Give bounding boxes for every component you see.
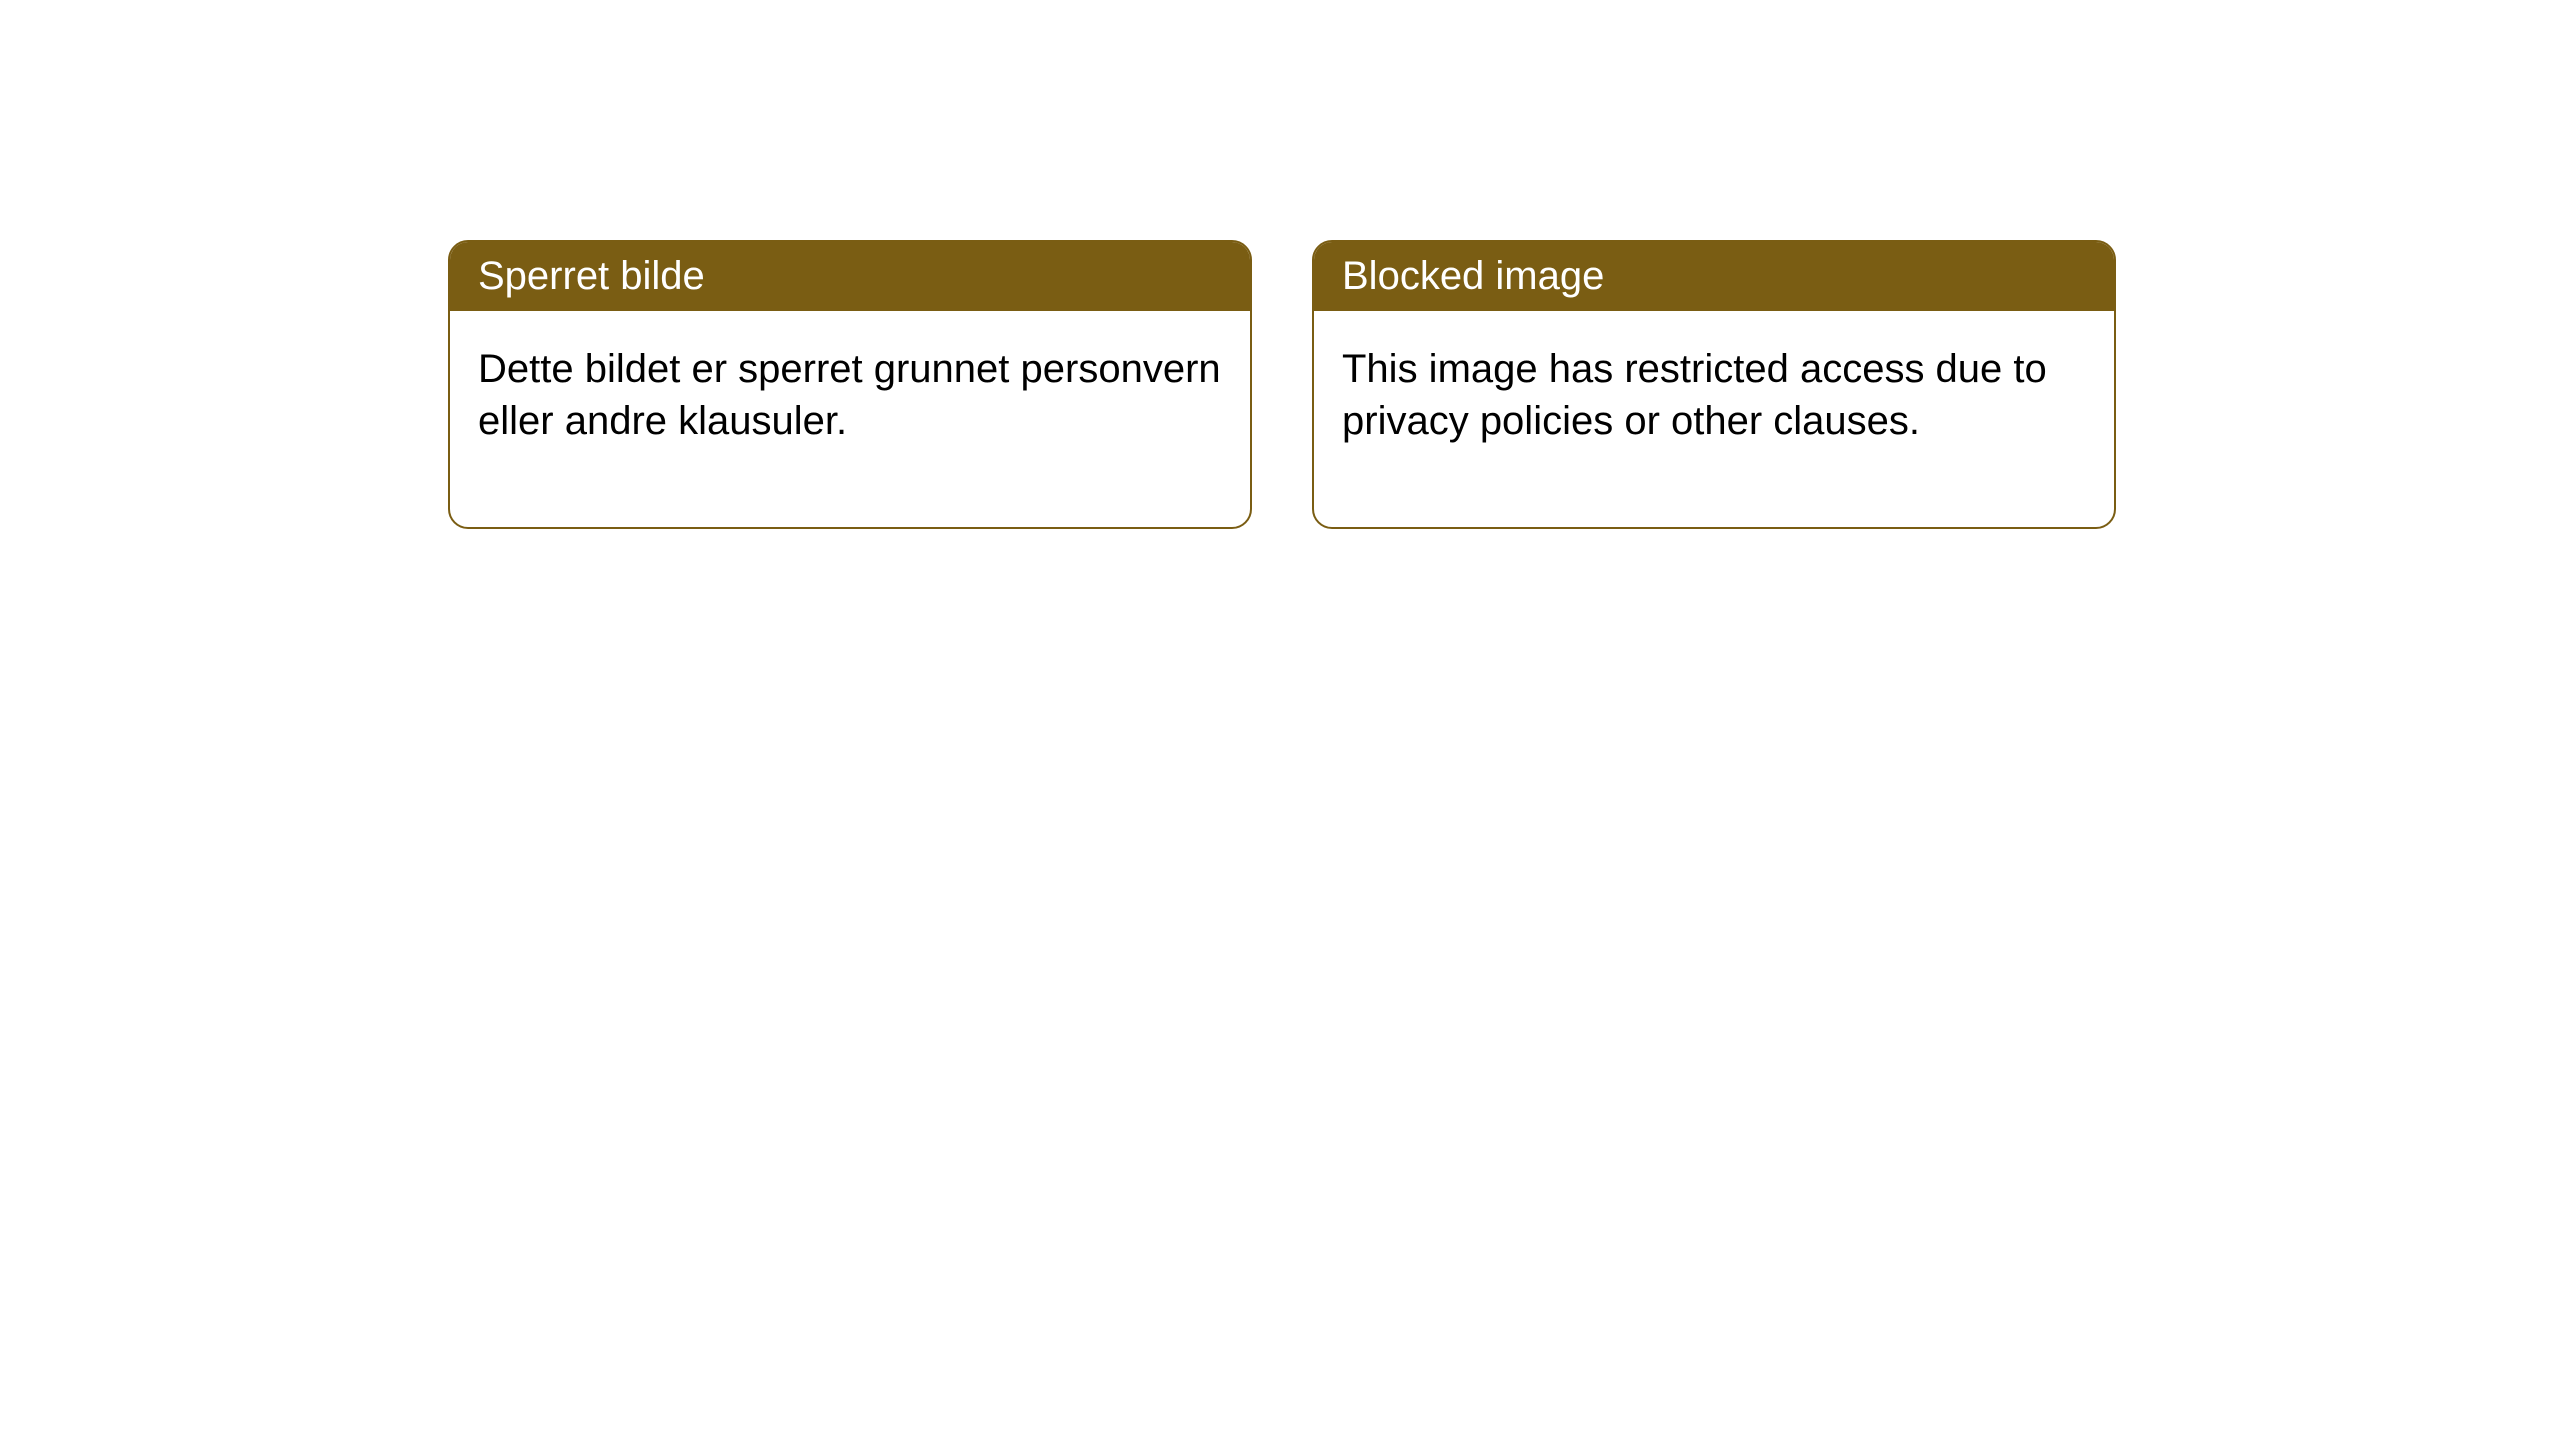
card-title: Blocked image	[1314, 242, 2114, 311]
card-body: This image has restricted access due to …	[1314, 311, 2114, 527]
card-body: Dette bildet er sperret grunnet personve…	[450, 311, 1250, 527]
cards-row: Sperret bilde Dette bildet er sperret gr…	[0, 0, 2560, 529]
card-title: Sperret bilde	[450, 242, 1250, 311]
card-english: Blocked image This image has restricted …	[1312, 240, 2116, 529]
card-norwegian: Sperret bilde Dette bildet er sperret gr…	[448, 240, 1252, 529]
